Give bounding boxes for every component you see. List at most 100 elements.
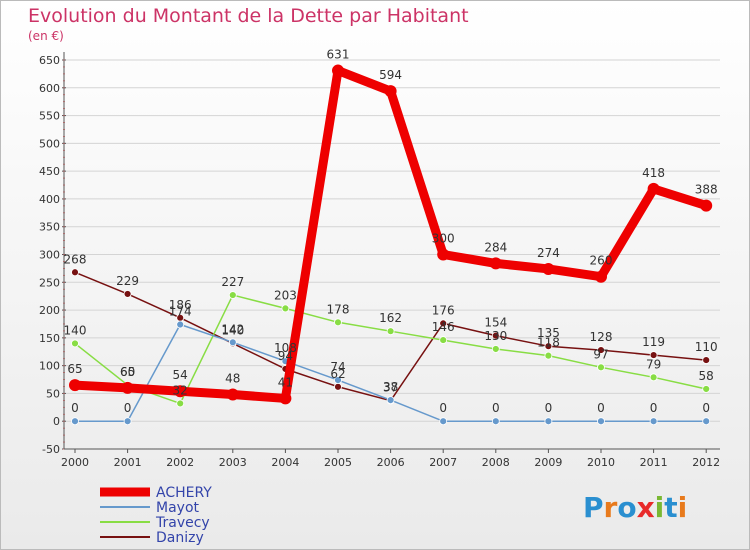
y-tick-label: 150: [39, 332, 60, 345]
data-label-travecy: 162: [379, 311, 402, 325]
data-point-travecy: [649, 373, 658, 382]
data-label-danizy: 119: [642, 335, 665, 349]
x-tick-label: 2009: [534, 456, 562, 469]
y-tick-label: 250: [39, 276, 60, 289]
data-point-travecy: [334, 318, 342, 327]
data-label-mayot: 108: [274, 341, 297, 355]
y-tick-label: 550: [39, 110, 60, 123]
data-label-mayot: 0: [124, 401, 132, 415]
label-layer: 268 229 186 140 94 62 37 176 154 135 128 119 110 140 6…: [64, 48, 718, 416]
data-point-travecy: [491, 345, 500, 353]
logo-letter: i: [655, 491, 665, 524]
data-point-achery: [542, 262, 555, 275]
x-tick-label: 2003: [219, 456, 247, 469]
logo-letter: x: [637, 491, 655, 524]
data-label-mayot: 142: [221, 322, 244, 336]
y-tick-label: 100: [39, 360, 60, 373]
y-tick-label: 600: [39, 82, 60, 95]
legend-label-travecy: Travecy: [155, 515, 210, 531]
x-tick-label: 2006: [377, 456, 405, 469]
proxiti-logo: Proxiti: [583, 491, 687, 524]
y-tick-label: 200: [39, 304, 60, 317]
data-point-achery: [700, 199, 713, 212]
data-label-travecy: 65: [120, 365, 135, 379]
data-point-travecy: [71, 339, 79, 348]
x-tick-label: 2010: [587, 456, 615, 469]
data-point-danizy: [123, 290, 132, 298]
data-label-danizy: 229: [116, 274, 139, 288]
data-point-danizy: [334, 382, 342, 391]
data-label-mayot: 0: [439, 401, 447, 415]
data-point-mayot: [334, 376, 342, 384]
data-label-danizy: 62: [330, 367, 345, 381]
y-tick-label: 350: [39, 221, 60, 234]
legend-label-danizy: Danizy: [156, 530, 204, 546]
data-label-mayot: 0: [492, 401, 500, 415]
data-label-achery: 65: [67, 362, 82, 376]
x-tick-label: 2004: [271, 456, 299, 469]
data-point-mayot: [491, 417, 500, 426]
data-label-achery: 594: [379, 68, 402, 82]
data-label-danizy: 37: [383, 381, 398, 395]
data-label-danizy: 154: [484, 316, 507, 330]
data-label-danizy: 128: [590, 330, 613, 344]
y-tick-label: 450: [39, 165, 60, 178]
data-label-achery: 631: [327, 48, 350, 62]
data-point-achery: [332, 64, 344, 77]
data-point-danizy: [649, 351, 658, 359]
data-point-achery: [121, 381, 134, 394]
data-label-achery: 274: [537, 246, 560, 260]
logo-letter: t: [664, 491, 677, 524]
data-label-mayot: 0: [71, 401, 79, 415]
data-label-danizy: 140: [221, 323, 244, 337]
x-tick-label: 2008: [482, 456, 510, 469]
axis-layer: -500501001502002503003504004505005506006…: [39, 52, 720, 469]
data-point-danizy: [544, 342, 553, 351]
data-point-mayot: [71, 417, 79, 426]
data-label-achery: 418: [642, 166, 665, 180]
y-tick-label: -50: [42, 443, 60, 456]
data-label-mayot: 174: [169, 305, 192, 319]
data-point-travecy: [281, 304, 290, 313]
chart-title: Evolution du Montant de la Dette par Hab…: [28, 5, 469, 27]
data-label-travecy: 140: [64, 323, 87, 337]
data-point-achery: [384, 85, 397, 98]
data-point-travecy: [597, 363, 605, 372]
data-label-mayot: 0: [702, 401, 710, 415]
data-label-achery: 284: [484, 240, 507, 254]
data-point-achery: [647, 182, 660, 195]
data-point-mayot: [386, 396, 395, 404]
logo-letter: o: [617, 491, 636, 524]
data-label-danizy: 176: [432, 303, 455, 317]
data-point-achery: [595, 270, 607, 283]
data-label-mayot: 0: [597, 401, 605, 415]
data-point-mayot: [176, 320, 185, 329]
x-tick-label: 2005: [324, 456, 352, 469]
data-point-travecy: [544, 351, 553, 360]
data-point-achery: [437, 248, 450, 261]
data-label-achery: 60: [120, 365, 135, 379]
x-tick-label: 2011: [640, 456, 668, 469]
data-label-travecy: 130: [484, 329, 507, 343]
data-point-achery: [279, 392, 292, 405]
x-tick-label: 2000: [61, 456, 89, 469]
data-label-travecy: 203: [274, 288, 297, 302]
data-label-achery: 48: [225, 372, 240, 386]
logo-letter: r: [604, 491, 618, 524]
data-label-travecy: 146: [432, 320, 455, 334]
data-label-travecy: 97: [593, 347, 608, 361]
data-point-mayot: [123, 417, 132, 426]
data-point-travecy: [439, 336, 448, 344]
data-label-travecy: 32: [173, 383, 188, 397]
data-point-danizy: [71, 268, 79, 277]
y-tick-label: 300: [39, 249, 60, 262]
x-tick-label: 2002: [166, 456, 194, 469]
series-layer: [69, 64, 713, 426]
data-point-mayot: [439, 417, 448, 426]
data-label-danizy: 110: [695, 340, 718, 354]
data-label-danizy: 186: [169, 298, 192, 312]
legend-label-mayot: Mayot: [156, 500, 200, 516]
data-point-mayot: [597, 417, 605, 426]
